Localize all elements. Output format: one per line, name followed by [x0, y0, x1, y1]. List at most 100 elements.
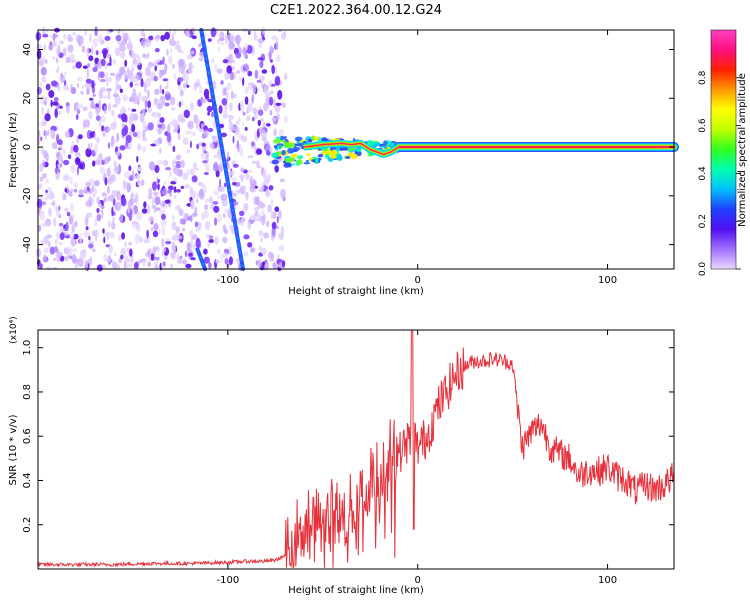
noise-speck [141, 208, 148, 214]
noise-speck [84, 216, 89, 227]
noise-speck [146, 53, 150, 59]
noise-speck [64, 130, 70, 138]
noise-speck [271, 117, 277, 122]
noise-speck [83, 83, 90, 87]
noise-speck [218, 164, 223, 173]
noise-speck [71, 65, 77, 70]
noise-speck [216, 248, 221, 254]
noise-speck [124, 255, 129, 262]
noise-speck [215, 259, 220, 264]
noise-speck [205, 163, 210, 174]
colorbar-gradient-bar [710, 29, 737, 270]
noise-speck [38, 183, 43, 190]
noise-speck [245, 173, 250, 180]
noise-speck [122, 94, 129, 102]
noise-speck [58, 241, 63, 246]
noise-speck [98, 120, 101, 127]
noise-speck [63, 174, 70, 181]
noise-speck [75, 158, 81, 163]
noise-speck [52, 56, 56, 60]
noise-speck [88, 235, 91, 241]
noise-speck [154, 259, 158, 266]
noise-speck [279, 178, 285, 183]
noise-speck [168, 54, 173, 65]
noise-speck [190, 50, 195, 55]
noise-speck [198, 43, 202, 48]
tone-speck [273, 145, 278, 149]
noise-speck [59, 105, 63, 109]
noise-speck [143, 238, 149, 244]
noise-speck [206, 105, 213, 113]
snr-y-tick-label: 0.6 [22, 428, 33, 444]
noise-speck [217, 195, 222, 199]
noise-speck [74, 261, 79, 269]
noise-speck [243, 63, 249, 69]
noise-speck [86, 69, 90, 79]
noise-speck [164, 63, 168, 72]
noise-speck [58, 222, 64, 227]
noise-speck [124, 241, 127, 248]
noise-speck [108, 244, 114, 251]
noise-speck [188, 252, 193, 257]
spectrogram-y-ticks: -40 -20 0 20 40 [22, 43, 674, 253]
noise-speck [242, 111, 246, 116]
noise-speck [105, 231, 110, 236]
noise-speck [94, 143, 98, 154]
noise-speck [65, 221, 69, 232]
noise-speck [142, 121, 147, 131]
noise-speck [228, 256, 233, 265]
noise-speck [258, 230, 264, 237]
noise-speck [92, 66, 98, 73]
noise-speck [137, 91, 142, 100]
tone-speck [278, 145, 282, 150]
noise-speck [265, 192, 268, 197]
noise-speck [222, 110, 228, 120]
noise-speck [106, 185, 110, 195]
noise-speck [190, 64, 196, 68]
noise-speck [107, 219, 111, 229]
noise-speck [235, 70, 241, 74]
noise-speck [204, 198, 211, 203]
noise-speck [222, 252, 229, 260]
noise-speck [195, 238, 201, 249]
noise-speck [42, 159, 46, 168]
noise-speck [261, 26, 266, 35]
spectrogram-y-tick-label: -40 [22, 236, 33, 252]
noise-speck [238, 116, 241, 123]
noise-speck [92, 93, 96, 97]
noise-speck [96, 213, 102, 222]
noise-speck [175, 154, 182, 160]
snr-x-tick-label: 0 [415, 575, 421, 586]
noise-speck [91, 45, 94, 55]
noise-speck [196, 198, 199, 204]
noise-speck [43, 44, 46, 51]
tone-speck [285, 142, 292, 149]
tone-speck [279, 135, 285, 141]
noise-speck [217, 46, 220, 52]
spectrogram-x-tick-label: -100 [216, 275, 239, 286]
noise-speck [231, 66, 235, 71]
streak-line [195, 247, 208, 271]
noise-speck [261, 69, 268, 74]
spectrogram-x-tick-label: 100 [598, 275, 617, 286]
noise-speck [222, 236, 228, 244]
tone-speck [305, 153, 311, 156]
noise-speck [253, 30, 257, 41]
noise-speck [94, 132, 97, 141]
noise-speck [100, 87, 106, 93]
noise-speck [203, 88, 210, 99]
noise-speck [186, 84, 190, 88]
noise-speck [88, 55, 94, 62]
noise-speck [78, 134, 83, 140]
noise-speck [182, 137, 189, 145]
noise-speck [82, 119, 86, 130]
noise-speck [113, 160, 117, 168]
noise-speck [256, 148, 263, 155]
noise-speck [153, 246, 159, 251]
noise-speck [171, 119, 178, 127]
noise-speck [61, 191, 65, 199]
noise-speck [170, 263, 174, 269]
noise-speck [78, 189, 85, 195]
noise-speck [77, 103, 84, 109]
